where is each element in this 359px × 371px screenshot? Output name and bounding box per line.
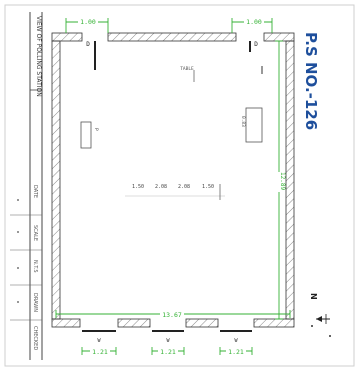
bottom-window-code: W <box>234 338 238 344</box>
dim-bottom-door: 1.21 <box>92 348 108 356</box>
right-box <box>245 107 263 143</box>
north-label: N <box>309 293 318 300</box>
title-block-row-label: SCALE <box>32 225 38 241</box>
door-label-top-left: D <box>86 41 90 48</box>
walls <box>51 32 295 328</box>
title-block-dot <box>17 199 19 201</box>
table-row-label: 1.50 <box>202 184 214 190</box>
title-block-header: VIEW OF POLLING STATION <box>35 16 42 97</box>
table-row-label: 2.08 <box>178 184 190 190</box>
left-box-label: P <box>93 128 99 131</box>
left-box <box>80 121 92 149</box>
dim-top-left-door: 1.00 <box>80 18 96 26</box>
bottom-window-code: W <box>97 338 101 344</box>
bottom-window-code: W <box>166 338 170 344</box>
title-block-row-label: DRAWN <box>32 293 38 312</box>
title-block-dot <box>17 231 19 233</box>
title-block-row-label: CHECKED <box>32 326 38 350</box>
dim-top-right-door: 1.00 <box>246 18 262 26</box>
dim-right-wall: 12.89 <box>279 172 286 190</box>
north-arrow-icon: N <box>309 293 331 337</box>
title-block: VIEW OF POLLING STATION DATE SCALE N.T.S… <box>10 12 43 360</box>
dimension-lines <box>55 18 291 355</box>
title-block-row-label: N.T.S <box>32 260 38 273</box>
title-block-row-label: DATE <box>32 185 38 198</box>
dim-bottom-width: 13.67 <box>162 311 182 319</box>
top-center-label: TABLE <box>180 66 194 72</box>
table-row-label: 1.50 <box>132 184 144 190</box>
dim-bottom-door: 1.21 <box>160 348 176 356</box>
table-row-label: 2.08 <box>155 184 167 190</box>
interior-items <box>80 66 263 200</box>
right-box-label: 0.83 <box>240 116 246 127</box>
dim-bottom-door: 1.21 <box>228 348 244 356</box>
title-block-dot <box>17 301 19 303</box>
title-block-dot <box>17 267 19 269</box>
drawing-border <box>4 4 355 367</box>
page-title: P.S NO.-126 <box>302 32 320 130</box>
door-label-top-right: D <box>254 41 258 48</box>
